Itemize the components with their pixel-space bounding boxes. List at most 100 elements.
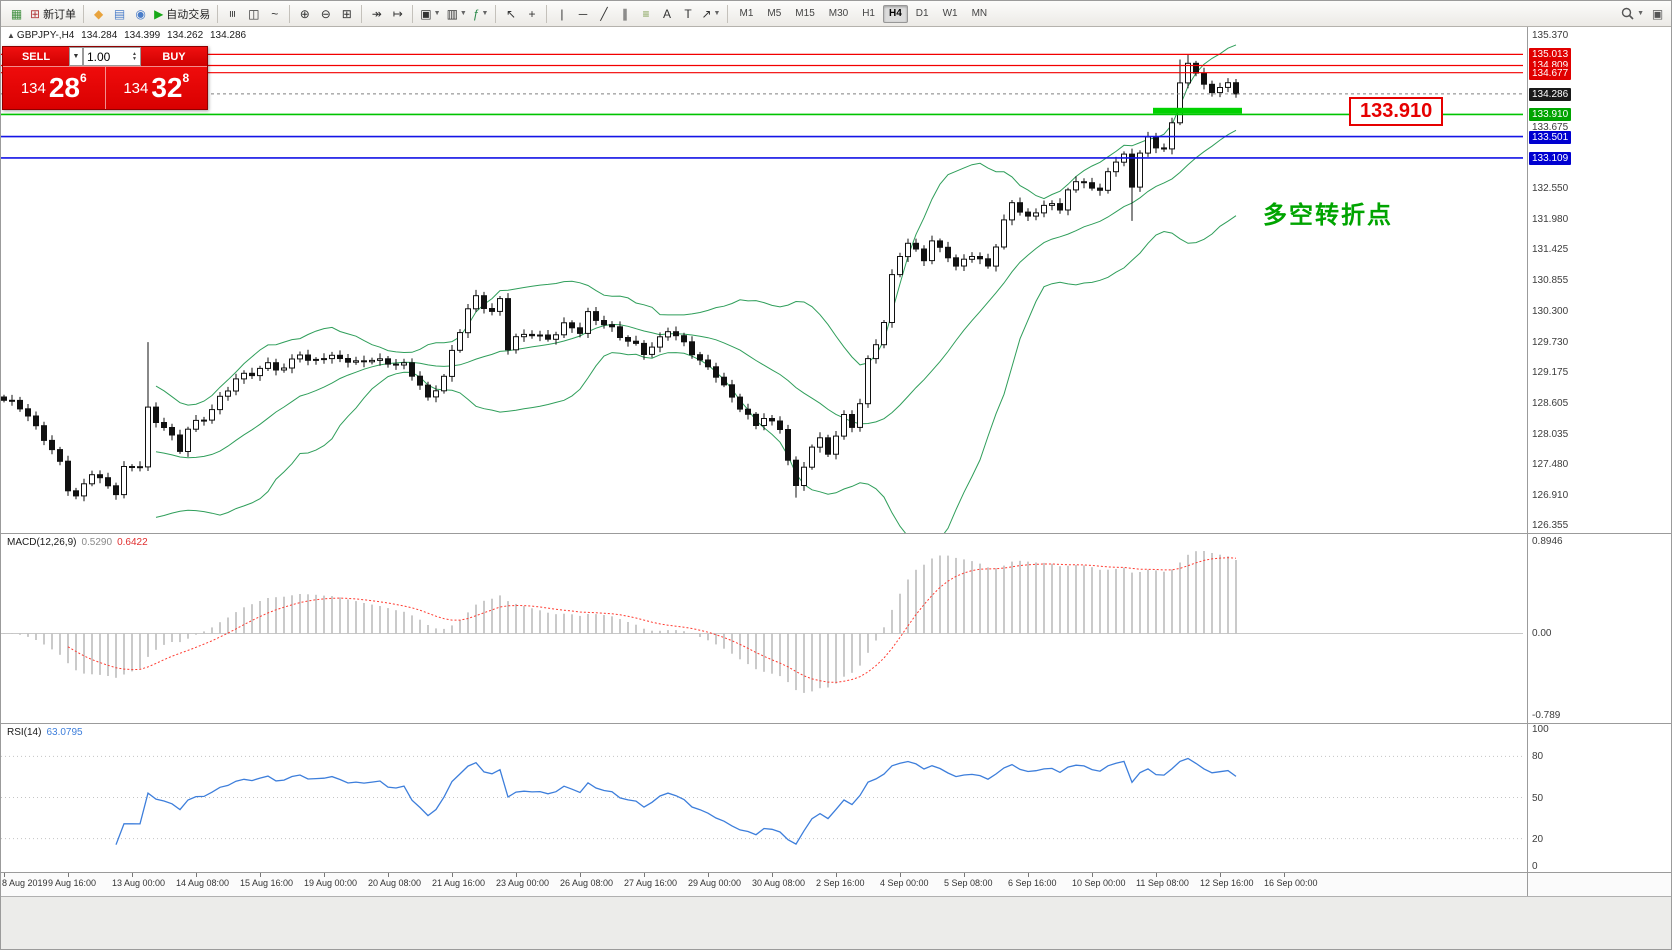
time-tick	[4, 873, 5, 877]
time-label: 26 Aug 08:00	[560, 878, 614, 888]
trendline-icon[interactable]: ╱	[593, 4, 614, 24]
macd-chart[interactable]	[1, 534, 1527, 722]
price-tag-134.677: 134.677	[1529, 66, 1572, 80]
chart-shift-icon[interactable]: ↦	[387, 4, 408, 24]
time-label: 20 Aug 08:00	[368, 878, 422, 888]
text-label-icon: T	[684, 6, 692, 21]
price-axis-label: 133.675	[1532, 122, 1569, 134]
rsi-axis-label: 80	[1532, 751, 1544, 763]
quote-open: 134.284	[81, 30, 118, 41]
terminal-icon[interactable]: ▤	[109, 4, 130, 24]
timeframe-m30[interactable]: M30	[828, 8, 849, 19]
time-tick	[260, 873, 261, 877]
crosshair-icon[interactable]: +	[521, 4, 542, 24]
horizontal-line-icon: ─	[578, 6, 588, 21]
terminal-icon: ▤	[113, 6, 126, 21]
arrows-icon[interactable]: ↗ ▼	[698, 4, 723, 24]
timeframe-d1[interactable]: D1	[915, 8, 929, 19]
strategy-tester-icon[interactable]: ◉	[130, 4, 151, 24]
macd-axis-label: 0.8946	[1532, 536, 1563, 547]
price-axis-label: 126.910	[1532, 489, 1569, 501]
macd-axis-label: 0.00	[1532, 628, 1552, 640]
time-label: 2 Sep 16:00	[816, 878, 865, 888]
panel-separator[interactable]	[1, 533, 1671, 534]
timeframe-h1[interactable]: H1	[862, 8, 875, 19]
time-tick	[196, 873, 197, 877]
autotrading-button-label: 自动交易	[166, 8, 211, 21]
time-tick	[324, 873, 325, 877]
chevron-down-icon: ▼	[1637, 10, 1644, 17]
text-icon[interactable]: A	[656, 4, 677, 24]
tile-windows-icon[interactable]: ⊞	[336, 4, 357, 24]
price-axis-label: 129.730	[1532, 336, 1569, 348]
price-chart[interactable]	[1, 27, 1527, 533]
timeframe-m5[interactable]: M5	[767, 8, 782, 19]
time-label: 15 Aug 16:00	[240, 878, 294, 888]
chart-window-icon[interactable]: ▦	[6, 4, 27, 24]
text-label-icon[interactable]: T	[677, 4, 698, 24]
timeframe-h4[interactable]: H4	[883, 4, 908, 23]
indicators-icon[interactable]: ƒ ▼	[470, 4, 492, 24]
quote-symbol: GBPJPY-,H4	[16, 30, 75, 41]
line-chart-icon[interactable]: ~	[264, 4, 285, 24]
timeframe-m15[interactable]: M15	[795, 8, 815, 19]
channel-icon[interactable]: ∥	[614, 4, 635, 24]
volume-dropdown[interactable]: ▼	[69, 47, 83, 66]
price-tag-133.910: 133.910	[1529, 108, 1572, 122]
horizontal-line-icon[interactable]: ─	[572, 4, 593, 24]
quote-marker-icon: ▲	[7, 31, 15, 40]
rsi-axis-label: 50	[1532, 792, 1544, 804]
buy-price-frac: 8	[182, 71, 190, 85]
price-axis-label: 128.605	[1532, 397, 1569, 409]
time-label: 13 Aug 00:00	[112, 878, 166, 888]
timeframe-m1[interactable]: M1	[739, 8, 754, 19]
bar-chart-icon[interactable]: ≡	[222, 4, 243, 24]
price-callout-text[interactable]: 133.910	[1349, 97, 1444, 126]
zoom-in-icon[interactable]: ⊕	[294, 4, 315, 24]
new-chart-icon[interactable]: ▣ ▼	[417, 4, 443, 24]
auto-scroll-icon: ↠	[371, 6, 382, 21]
time-tick	[452, 873, 453, 877]
time-tick	[964, 873, 965, 877]
time-tick	[1220, 873, 1221, 877]
rsi-label: RSI(14) 63.0795	[7, 727, 83, 738]
time-axis[interactable]: 8 Aug 2019 9 Aug 16:00 13 Aug 00:00 14 Aug …	[1, 873, 1671, 896]
new-order-button[interactable]: ⊞ 新订单	[27, 4, 79, 24]
toolbar-separator	[217, 4, 219, 23]
buy-button[interactable]: BUY	[141, 47, 207, 66]
chart-annotation-text[interactable]: 多空转折点	[1263, 202, 1393, 229]
time-tick	[132, 873, 133, 877]
volume-input[interactable]: 1.00 ▲ ▼	[83, 47, 141, 66]
metaeditor-icon[interactable]: ◆	[88, 4, 109, 24]
panel-separator[interactable]	[1, 723, 1671, 724]
candlestick-chart-icon[interactable]: ◫	[243, 4, 264, 24]
autotrading-button[interactable]: ▶ 自动交易	[151, 4, 213, 24]
auto-scroll-icon[interactable]: ↠	[366, 4, 387, 24]
zoom-in-icon: ⊕	[299, 6, 310, 21]
vertical-line-icon[interactable]: |	[551, 4, 572, 24]
data-window-icon[interactable]: ▣	[1647, 4, 1668, 24]
sell-button[interactable]: SELL	[3, 47, 69, 66]
fibonacci-icon[interactable]: ≡	[635, 4, 656, 24]
new-order-button: ⊞	[30, 6, 41, 21]
fibonacci-icon: ≡	[642, 6, 650, 21]
search-button[interactable]: ▼	[1617, 4, 1647, 24]
price-axis-label: 132.550	[1532, 183, 1569, 195]
price-axis-label: 128.035	[1532, 428, 1569, 440]
buy-price-button[interactable]: 134 32 8	[104, 67, 207, 109]
macd-axis-label: -0.789	[1532, 710, 1561, 721]
cursor-icon[interactable]: ↖	[500, 4, 521, 24]
timeframe-mn[interactable]: MN	[971, 8, 988, 19]
quote-close: 134.286	[209, 30, 247, 41]
time-tick	[1092, 873, 1093, 877]
sell-price-button[interactable]: 134 28 6	[3, 67, 105, 109]
volume-stepper[interactable]: ▲ ▼	[132, 50, 137, 62]
chart-window-icon: ▦	[10, 6, 23, 21]
price-tag-134.286: 134.286	[1529, 87, 1572, 101]
channel-icon: ∥	[621, 6, 628, 21]
time-label: 14 Aug 08:00	[176, 878, 230, 888]
zoom-out-icon[interactable]: ⊖	[315, 4, 336, 24]
timeframe-w1[interactable]: W1	[942, 8, 958, 19]
rsi-chart[interactable]	[1, 724, 1527, 871]
profiles-icon[interactable]: ▥ ▼	[444, 4, 470, 24]
